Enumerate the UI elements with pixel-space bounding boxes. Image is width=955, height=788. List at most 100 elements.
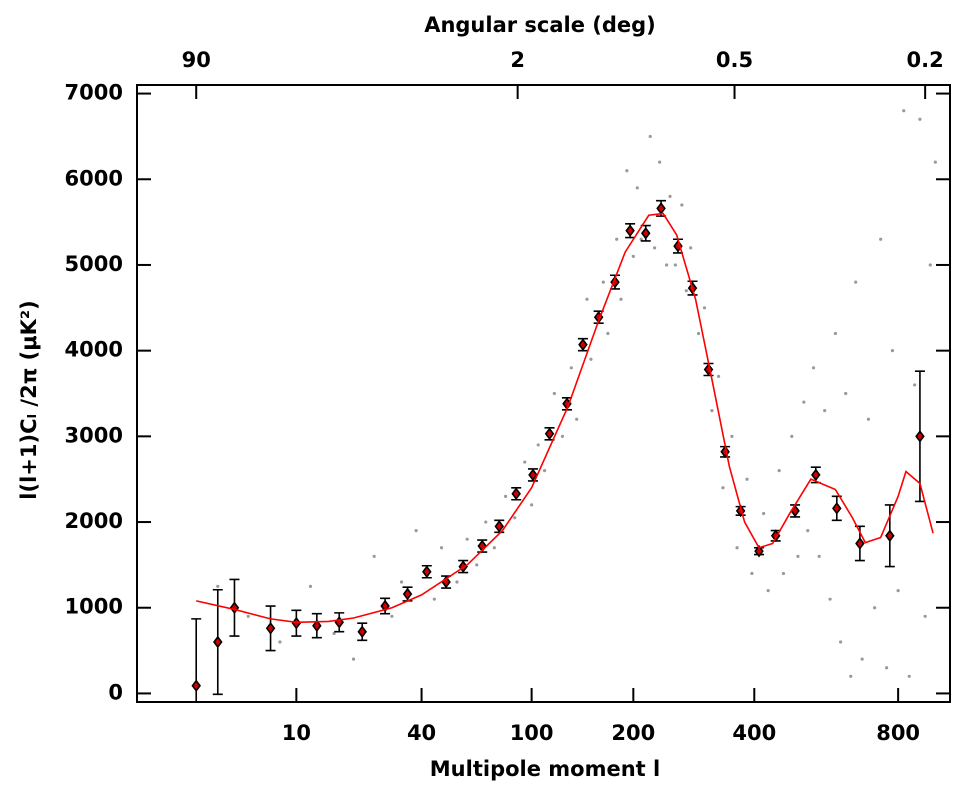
data-point: [915, 430, 925, 443]
data-point: [213, 635, 223, 649]
scatter-point: [933, 160, 937, 164]
data-point: [357, 625, 367, 639]
scatter-point: [885, 666, 889, 670]
scatter-point: [716, 374, 721, 378]
data-point: [511, 487, 521, 501]
scatter-point: [918, 117, 922, 121]
data-point: [832, 501, 842, 515]
scatter-point: [817, 554, 821, 558]
data-point: [610, 275, 620, 289]
scatter-point: [839, 640, 843, 644]
scatter-point: [777, 469, 781, 473]
scatter-point: [796, 554, 800, 558]
scatter-point: [372, 554, 376, 558]
x-axis-title: Multipole moment l: [430, 757, 660, 781]
y-tick-label: 7000: [65, 81, 123, 105]
top-tick-label: 0.5: [716, 48, 753, 72]
data-point: [578, 338, 588, 351]
top-axis-title: Angular scale (deg): [424, 13, 656, 37]
scatter-point: [513, 516, 517, 520]
scatter-point: [710, 409, 714, 413]
model-curve: [196, 212, 934, 624]
scatter-point: [781, 571, 786, 576]
scatter-point: [465, 537, 469, 541]
scatter-point: [648, 134, 652, 139]
scatter-point: [923, 614, 927, 618]
scatter-point: [542, 469, 547, 473]
scatter-point: [696, 331, 701, 336]
data-point: [191, 679, 201, 693]
data-point: [754, 544, 764, 558]
data-point: [544, 427, 555, 441]
data-point: [528, 468, 538, 482]
plot-frame: [136, 84, 951, 703]
scatter-point: [762, 511, 766, 516]
scatter-point: [585, 297, 589, 301]
scatter-point: [635, 186, 639, 190]
scatter-point: [439, 546, 444, 550]
data-point: [855, 537, 865, 550]
data-point: [641, 226, 651, 240]
scatter-point: [653, 246, 657, 250]
scatter-point: [455, 580, 459, 584]
scatter-point: [902, 109, 906, 113]
scatter-point: [689, 246, 693, 250]
scatter-point: [854, 280, 858, 284]
scatter-point: [735, 546, 739, 550]
scatter-point: [399, 580, 404, 584]
scatter-point: [332, 631, 336, 636]
y-tick-label: 3000: [65, 423, 123, 447]
scatter-point: [658, 160, 662, 164]
data-point: [494, 519, 504, 533]
top-tick-label: 90: [182, 48, 211, 72]
data-point: [703, 363, 714, 376]
scatter-point: [619, 297, 623, 301]
scatter-point: [504, 494, 508, 498]
scatter-point: [680, 203, 684, 207]
y-tick-label: 2000: [65, 509, 123, 533]
scatter-point: [390, 614, 394, 618]
y-tick-label: 6000: [65, 166, 123, 190]
y-tick-label: 0: [108, 680, 123, 704]
scatter-point: [615, 237, 619, 241]
scatter-point: [351, 657, 356, 661]
scatter-point: [601, 280, 605, 284]
data-point: [402, 587, 413, 601]
scatter-point: [896, 588, 900, 593]
scatter-point: [625, 169, 629, 173]
scatter-point: [879, 237, 883, 241]
x-tick-label: 200: [611, 721, 655, 745]
scatter-point: [475, 563, 479, 567]
x-tick-label: 40: [407, 721, 436, 745]
scatter-point: [484, 520, 488, 524]
scatter-point: [432, 597, 436, 601]
scatter-point: [492, 546, 496, 550]
scatter-point: [575, 417, 579, 421]
y-tick-label: 4000: [65, 338, 123, 362]
x-tick-label: 100: [510, 721, 554, 745]
scatter-point: [823, 409, 827, 413]
scatter-point: [913, 383, 917, 387]
scatter-point: [790, 434, 794, 438]
scatter-point: [668, 194, 672, 199]
scatter-point: [639, 237, 643, 241]
x-tick-label: 800: [876, 721, 920, 745]
scatter-point: [589, 357, 593, 361]
scatter-point: [702, 306, 707, 310]
scatter-point: [745, 477, 749, 481]
data-point: [265, 621, 276, 635]
data-point: [422, 565, 432, 579]
scatter-point: [721, 486, 725, 490]
x-tick-label: 400: [732, 721, 776, 745]
top-tick-label: 2: [510, 48, 525, 72]
scatter-point: [849, 674, 853, 678]
scatter-point: [552, 391, 556, 396]
scatter-point: [907, 674, 911, 678]
y-tick-label: 5000: [65, 252, 123, 276]
scatter-point: [569, 366, 573, 370]
y-tick-label: 1000: [65, 595, 123, 619]
y-axis-title: l(l+1)Cₗ /2π (μK²): [17, 300, 41, 499]
scatter-point: [833, 331, 837, 336]
scatter-point: [730, 434, 734, 438]
